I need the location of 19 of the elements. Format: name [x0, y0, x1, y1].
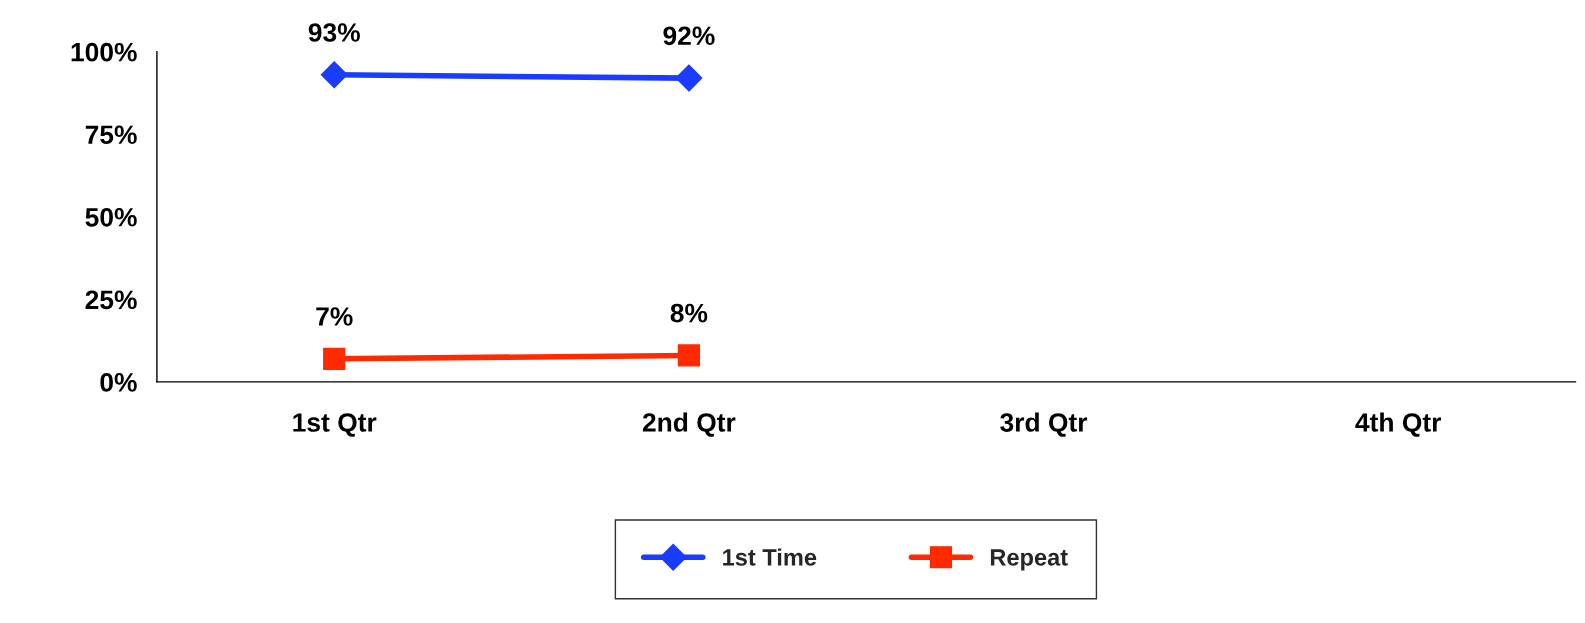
point [675, 64, 703, 92]
data-label: 93% [308, 23, 360, 42]
x-tick-label: 1st Qtr [293, 413, 377, 437]
x-tick-label: 2nd Qtr [642, 412, 736, 437]
y-tick-label: 75% [85, 125, 137, 145]
data-label: 8% [670, 303, 708, 323]
y-tick-label: 25% [85, 290, 137, 310]
legend-label: 1st Time [723, 548, 817, 566]
y-tick-label: 0% [100, 373, 137, 392]
y-tick-label: 100% [71, 42, 137, 62]
point [677, 344, 700, 367]
point [323, 347, 346, 370]
point [320, 61, 348, 89]
data-label: 92% [663, 26, 715, 46]
x-tick-label: 3rd Qtr [1000, 412, 1088, 437]
legend-label: Repeat [990, 549, 1068, 571]
x-tick-label: 4th Qtr [1355, 412, 1442, 437]
data-label: 7% [316, 307, 353, 326]
y-tick-label: 50% [85, 207, 137, 227]
